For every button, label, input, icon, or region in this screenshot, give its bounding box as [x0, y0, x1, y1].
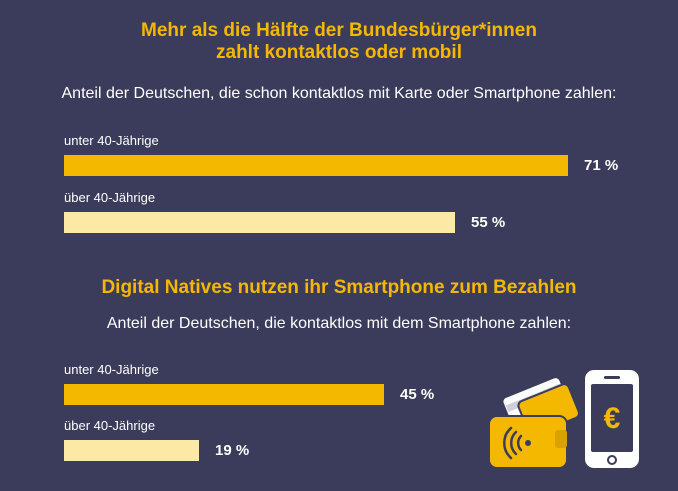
chart-2-value-label-0: 45 %: [400, 386, 435, 403]
chart-1-bar-0: [64, 155, 568, 176]
euro-symbol: €: [604, 402, 621, 435]
chart-2-bar-1: [64, 440, 199, 461]
chart-1-category-label-0: unter 40-Jährige: [64, 133, 159, 148]
chart-1-title-line-2: zahlt kontaktlos oder mobil: [216, 42, 462, 63]
chart-2-title: Digital Natives nutzen ihr Smartphone zu…: [101, 277, 577, 298]
chart-2-value-label-1: 19 %: [215, 442, 250, 459]
chart-1-value-label-1: 55 %: [471, 214, 506, 231]
chart-2-category-label-0: unter 40-Jährige: [64, 362, 159, 377]
chart-1-category-label-1: über 40-Jährige: [64, 190, 156, 205]
chart-2-category-label-1: über 40-Jährige: [64, 418, 156, 433]
smartphone-euro-icon: €: [585, 370, 639, 468]
chart-1-title-line-1: Mehr als die Hälfte der Bundesbürger*inn…: [141, 20, 537, 41]
payment-illustration: €: [488, 370, 639, 469]
chart-1-value-label-0: 71 %: [584, 157, 619, 174]
chart-2-bar-0: [64, 384, 384, 405]
chart-2-subtitle: Anteil der Deutschen, die kontaktlos mit…: [106, 315, 572, 332]
chart-1-subtitle: Anteil der Deutschen, die schon kontaktl…: [61, 85, 617, 102]
contactless-wallet-icon: [488, 415, 568, 469]
chart-1-bar-1: [64, 212, 455, 233]
